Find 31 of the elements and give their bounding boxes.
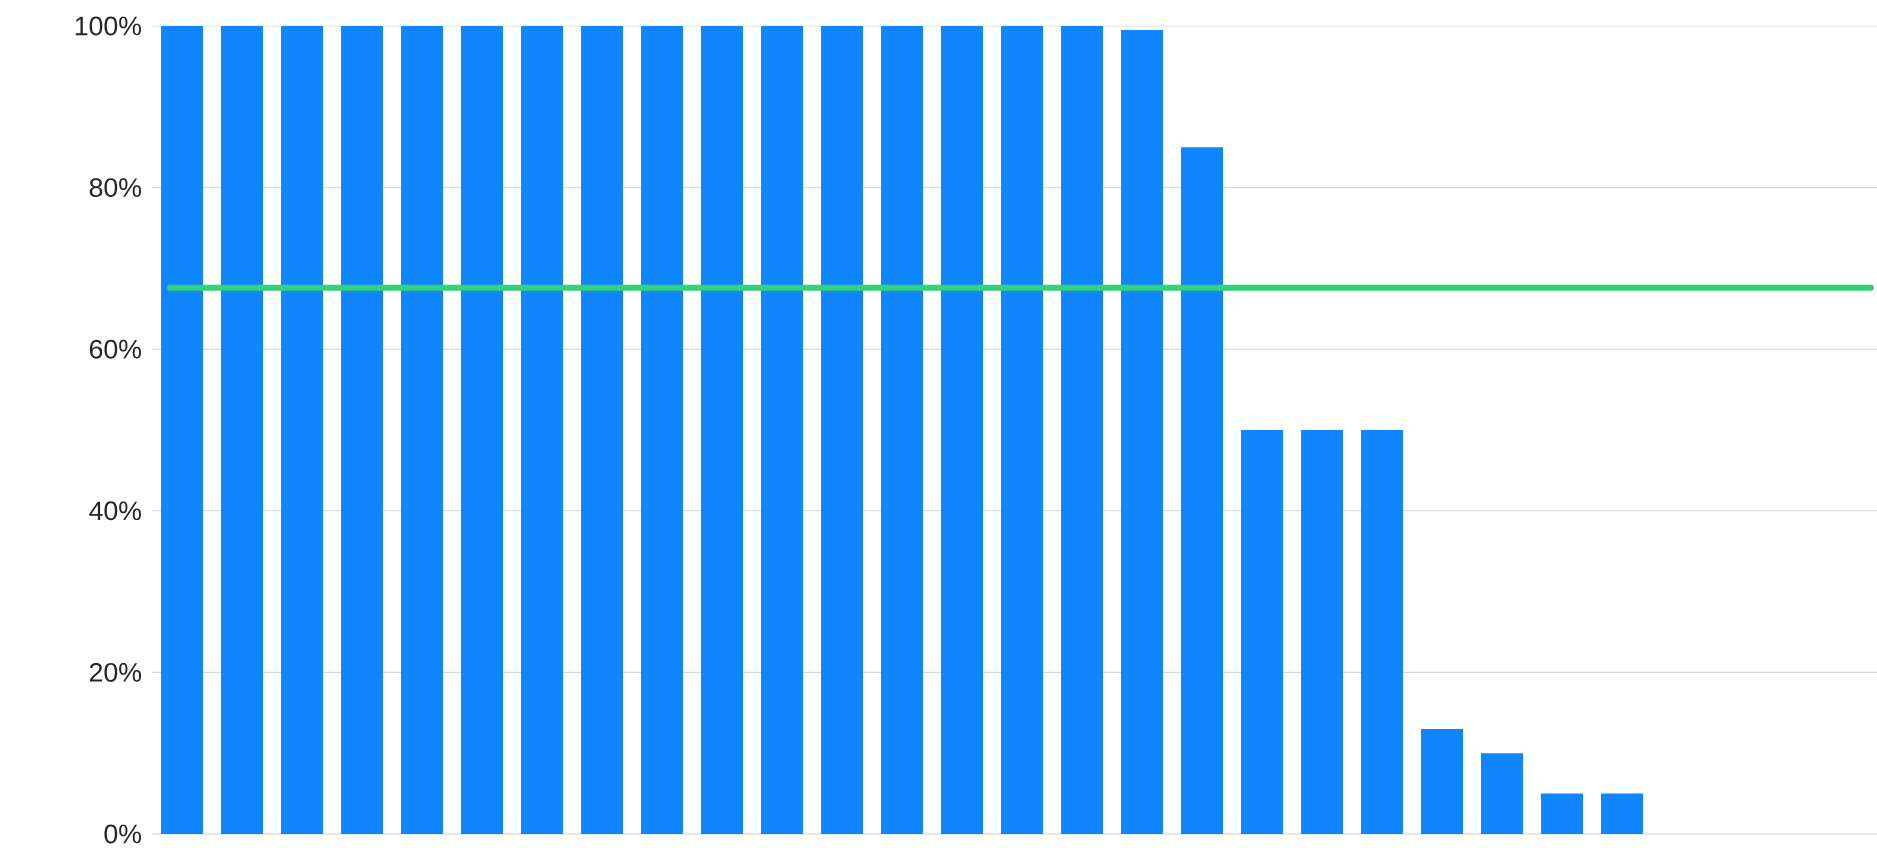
bar	[881, 25, 924, 834]
bar	[221, 25, 264, 834]
bar	[701, 25, 744, 834]
bar	[341, 25, 384, 834]
bar	[1481, 753, 1523, 834]
y-tick-label: 60%	[89, 339, 141, 359]
bar	[1541, 793, 1583, 834]
bar	[1421, 728, 1463, 834]
y-tick-label: 0%	[104, 824, 141, 844]
bar	[581, 25, 624, 834]
bar	[761, 25, 804, 834]
bar	[161, 25, 204, 834]
bar	[1181, 147, 1224, 834]
bar	[1001, 25, 1044, 834]
bar	[941, 25, 984, 834]
y-tick-label: 100%	[75, 16, 141, 36]
bar	[1121, 30, 1164, 834]
y-tick-label: 40%	[89, 501, 141, 521]
bar	[641, 25, 684, 834]
bar	[1061, 25, 1104, 834]
y-tick-label: 20%	[89, 662, 141, 682]
bar	[821, 25, 864, 834]
y-tick-label: 80%	[89, 178, 141, 198]
bar	[1601, 793, 1643, 834]
bar	[1301, 430, 1343, 834]
bar	[461, 25, 504, 834]
bar	[521, 25, 564, 834]
bar	[1361, 430, 1403, 834]
bar	[281, 25, 324, 834]
bar	[401, 25, 444, 834]
bar	[1241, 430, 1283, 834]
